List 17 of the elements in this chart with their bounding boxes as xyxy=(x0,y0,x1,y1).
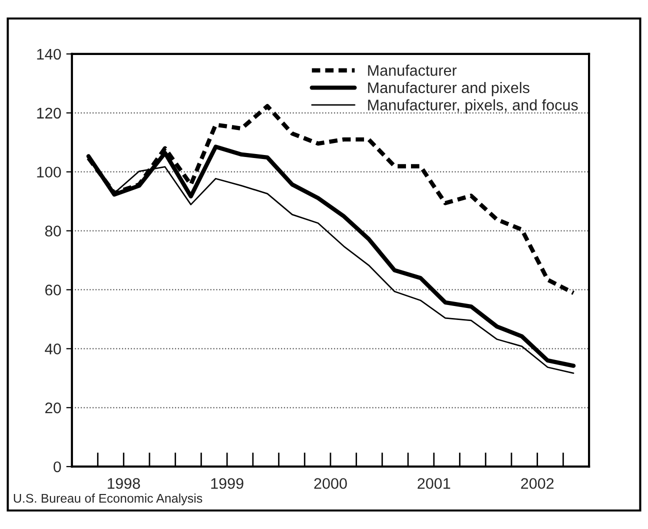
x-tick-label: 2000 xyxy=(314,478,347,489)
y-tick-label: 80 xyxy=(45,226,61,236)
y-tick-label: 100 xyxy=(37,166,61,178)
x-tick-label: 1999 xyxy=(211,478,244,489)
text: U.S. Bureau of Economic Analysis xyxy=(14,494,202,506)
y-tick-label: 120 xyxy=(37,108,61,119)
y-tick-label: 0 xyxy=(54,461,61,472)
legend-label: Manufacturer and pixels xyxy=(368,82,530,96)
x-tick-label: 2001 xyxy=(418,478,450,489)
y-tick-label: 60 xyxy=(45,284,61,296)
y-tick-label: 40 xyxy=(44,344,61,354)
legend-label: Manufacturer xyxy=(368,64,457,76)
x-tick-label: 2002 xyxy=(521,478,554,489)
y-tick-label: 20 xyxy=(45,402,61,414)
y-tick-label: 140 xyxy=(37,48,61,60)
x-tick-label: 1998 xyxy=(108,478,140,489)
legend-label: Manufacturer, pixels, and focus xyxy=(368,99,578,114)
